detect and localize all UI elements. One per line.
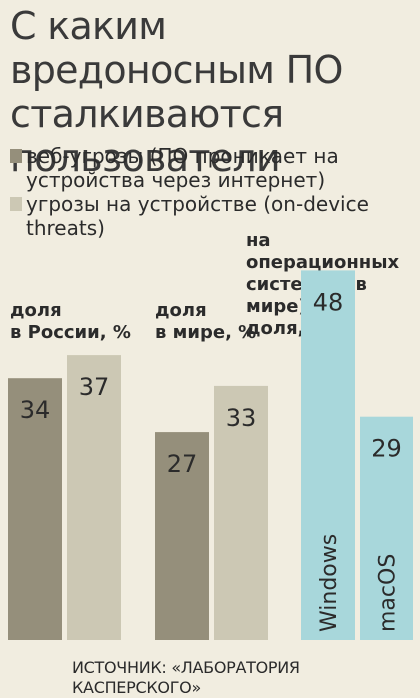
group-label-os-line1: на операционных (246, 230, 400, 273)
group-label-russia-line2: в России, % (10, 322, 131, 343)
legend-swatch-device (10, 197, 22, 211)
group-label-world: доля в мире, % (155, 300, 256, 344)
category-label-os-1: macOS (376, 554, 401, 632)
bar-world-0 (155, 432, 209, 640)
value-label-os-0: 48 (313, 288, 344, 316)
group-label-world-line1: доля (155, 300, 207, 321)
legend-item-device: угрозы на устройстве (on-device threats) (10, 192, 410, 240)
value-label-world-0: 27 (167, 450, 198, 478)
value-label-world-1: 33 (226, 404, 257, 432)
legend-item-web: веб-угрозы (ПО проникает на устройства ч… (10, 144, 410, 192)
group-label-russia-line1: доля (10, 300, 62, 321)
group-label-world-line2: в мире, % (155, 322, 257, 343)
chart-title: С каким вредоносным ПО сталкиваются поль… (10, 4, 343, 180)
value-label-russia-0: 34 (20, 396, 51, 424)
value-label-os-1: 29 (371, 435, 402, 463)
legend: веб-угрозы (ПО проникает на устройства ч… (10, 144, 410, 240)
source-note: ИСТОЧНИК: «ЛАБОРАТОРИЯ КАСПЕРСКОГО» (72, 658, 300, 697)
bar-russia-1 (67, 355, 121, 640)
bar-world-1 (214, 385, 268, 640)
bar-russia-0 (8, 378, 62, 640)
legend-label-web: веб-угрозы (ПО проникает на устройства ч… (26, 144, 339, 192)
group-label-russia: доля в России, % (10, 300, 131, 344)
legend-swatch-web (10, 149, 22, 163)
value-label-russia-1: 37 (79, 373, 110, 401)
legend-label-device: угрозы на устройстве (on-device threats) (26, 192, 369, 240)
category-label-os-0: Windows (317, 534, 342, 632)
bar-os-0 (301, 270, 355, 640)
bar-os-1 (360, 416, 413, 640)
